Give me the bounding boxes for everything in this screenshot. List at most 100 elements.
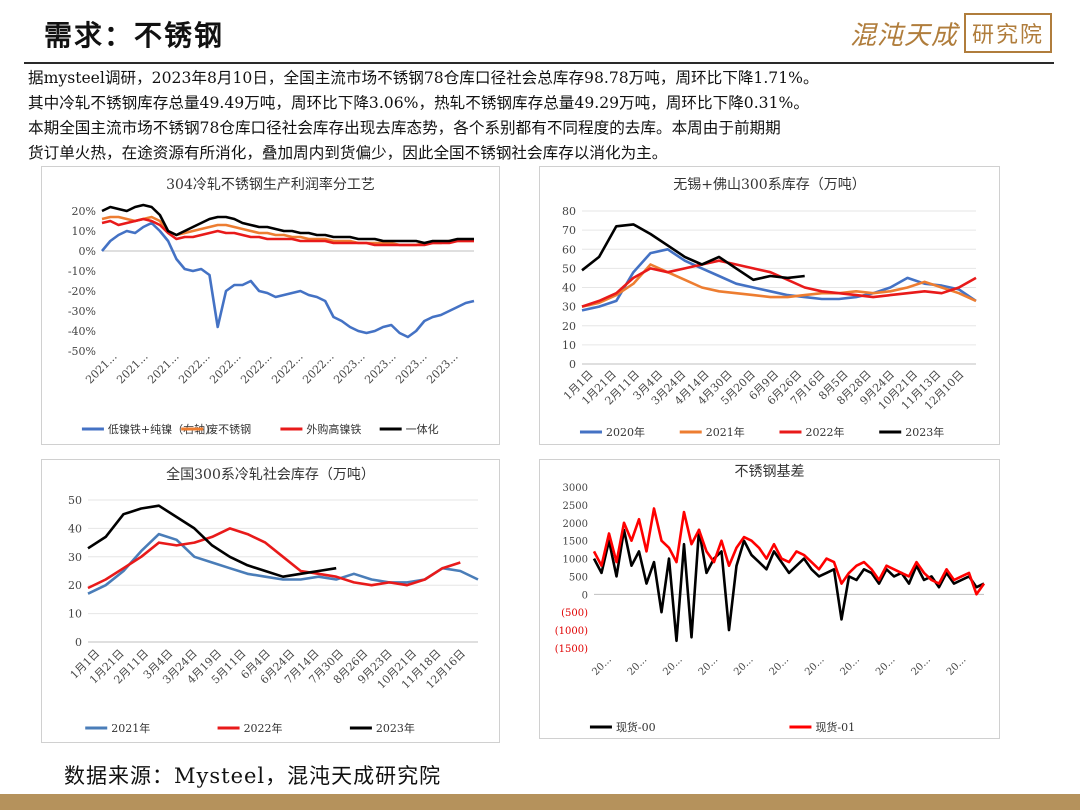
logo-text: 混沌天成 bbox=[849, 20, 958, 51]
x-tick-label: 2023... bbox=[424, 350, 460, 386]
series-line bbox=[592, 528, 985, 643]
x-tick-label: 2023... bbox=[331, 350, 367, 386]
chart-title: 不锈钢基差 bbox=[735, 463, 805, 480]
legend-label: 2022年 bbox=[244, 721, 283, 735]
x-tick-label: 20... bbox=[768, 654, 792, 678]
x-tick-label: 20... bbox=[803, 654, 827, 678]
y-tick-label: 20% bbox=[72, 205, 96, 218]
y-tick-label: 70 bbox=[562, 224, 576, 237]
x-tick-label: 20... bbox=[732, 654, 756, 678]
footer-bar bbox=[0, 794, 1080, 810]
y-tick-label: 20 bbox=[68, 579, 82, 592]
series-line bbox=[87, 532, 479, 595]
y-tick-label: -50% bbox=[68, 345, 96, 358]
wuxi-foshan-inventory-chart: 无锡+佛山300系库存（万吨）807060504030201001月1日1月21… bbox=[561, 177, 977, 439]
y-tick-label: 3000 bbox=[563, 483, 588, 494]
series-line bbox=[581, 248, 977, 312]
y-tick-label: 0 bbox=[582, 590, 588, 601]
series-line bbox=[581, 223, 805, 282]
legend-label: 2021年 bbox=[706, 425, 745, 439]
series-line bbox=[592, 507, 986, 596]
x-tick-label: 20... bbox=[909, 654, 933, 678]
y-tick-label: 20 bbox=[562, 320, 576, 333]
chart-panel-national-cold: 全国300系冷轧社会库存（万吨） 50 40 30 20 10 0 1月1日 1月21日 2月11… bbox=[41, 459, 500, 743]
y-tick-label: 0% bbox=[79, 245, 96, 258]
y-tick-label: 10 bbox=[562, 339, 576, 352]
y-tick-label: (1500) bbox=[555, 644, 588, 655]
y-tick-label: 60 bbox=[562, 243, 576, 256]
summary-line: 据mysteel调研，2023年8月10日，全国主流市场不锈钢78仓库口径社会总… bbox=[28, 69, 819, 87]
y-tick-label: 2500 bbox=[563, 501, 588, 512]
y-tick-label: 10 bbox=[68, 608, 82, 621]
legend-label: 2020年 bbox=[606, 425, 645, 439]
x-tick-label: 2022... bbox=[176, 350, 212, 386]
summary-line: 其中冷轧不锈钢库存总量49.49万吨，周环比下降3.06%，热轧不锈钢库存总量4… bbox=[28, 94, 809, 112]
x-tick-label: 20... bbox=[945, 654, 969, 678]
brand-logo: 混沌天成 研究院 bbox=[850, 12, 1052, 54]
x-tick-label: 2021... bbox=[114, 350, 150, 386]
series-line bbox=[101, 217, 474, 247]
y-tick-label: 10% bbox=[72, 225, 96, 238]
y-tick-label: 2000 bbox=[563, 519, 588, 530]
y-tick-label: (1000) bbox=[555, 626, 588, 637]
x-tick-label: 2022... bbox=[207, 350, 243, 386]
series-line bbox=[87, 504, 337, 578]
legend-label: 一体化 bbox=[406, 422, 439, 436]
legend-label: 现货-00 bbox=[616, 720, 656, 734]
chart-panel-basis: 不锈钢基差 3000 2500 2000 1500 1000 500 0 (500) (1000)… bbox=[539, 459, 1000, 739]
x-tick-label: 2023... bbox=[393, 350, 429, 386]
x-tick-label: 20... bbox=[626, 654, 650, 678]
series-line bbox=[101, 203, 474, 245]
legend-label: 2023年 bbox=[905, 425, 944, 439]
x-tick-label: 2022... bbox=[269, 350, 305, 386]
y-tick-label: 80 bbox=[562, 205, 576, 218]
page-title: 需求：不锈钢 bbox=[44, 19, 225, 52]
chart-title: 304冷轧不锈钢生产利润率分工艺 bbox=[166, 176, 375, 193]
y-tick-label: 30 bbox=[68, 551, 82, 564]
chart-panel-profit: 304冷轧不锈钢生产利润率分工艺 20% 10% 0% -10% -20% -30% -40%… bbox=[41, 166, 500, 445]
y-tick-label: 0 bbox=[569, 358, 576, 371]
x-tick-label: 20... bbox=[661, 654, 685, 678]
header: 需求：不锈钢 混沌天成 研究院 bbox=[0, 0, 1080, 66]
title-divider bbox=[24, 62, 1054, 64]
legend-label: 低镍铁+纯镍（右轴） bbox=[108, 422, 216, 436]
legend-label: 2023年 bbox=[376, 721, 415, 735]
y-tick-label: 40 bbox=[562, 282, 576, 295]
chart-title: 无锡+佛山300系库存（万吨） bbox=[673, 177, 865, 193]
y-tick-label: -10% bbox=[68, 265, 96, 278]
logo-seal: 研究院 bbox=[963, 13, 1052, 53]
x-tick-label: 2023... bbox=[362, 350, 398, 386]
y-tick-label: -40% bbox=[68, 325, 96, 338]
x-tick-label: 2022... bbox=[238, 350, 274, 386]
y-tick-label: 1500 bbox=[563, 537, 588, 548]
x-tick-label: 2022... bbox=[300, 350, 336, 386]
summary-line: 货订单火热，在途资源有所消化，叠加周内到货偏少，因此全国不锈钢社会库存以消化为主… bbox=[28, 144, 668, 162]
stainless-basis-chart: 不锈钢基差 3000 2500 2000 1500 1000 500 0 (500) (1000)… bbox=[555, 463, 986, 734]
chart-panel-wuxi-foshan: 无锡+佛山300系库存（万吨） 80 70 60 50 40 30 20 10 0 1月1日 1月21… bbox=[539, 166, 1000, 445]
x-tick-label: 2021... bbox=[145, 350, 181, 386]
summary-paragraph: 据mysteel调研，2023年8月10日，全国主流市场不锈钢78仓库口径社会总… bbox=[28, 66, 1058, 166]
x-tick-label: 20... bbox=[874, 654, 898, 678]
profit-margin-chart: 304冷轧不锈钢生产利润率分工艺 20% 10% 0% -10% -20% -30% -40%… bbox=[68, 176, 475, 436]
y-tick-label: 50 bbox=[562, 262, 576, 275]
y-tick-label: 40 bbox=[68, 522, 82, 535]
chart-title: 全国300系冷轧社会库存（万吨） bbox=[166, 466, 375, 483]
x-tick-label: 20... bbox=[697, 654, 721, 678]
y-tick-label: (500) bbox=[561, 608, 588, 619]
legend-label: 现货-01 bbox=[815, 720, 855, 734]
y-tick-label: -20% bbox=[68, 285, 96, 298]
national-cold-rolled-inventory-chart: 全国300系冷轧社会库存（万吨）504030201001月1日1月21日2月11… bbox=[68, 466, 479, 735]
legend-label: 2021年 bbox=[111, 721, 150, 735]
summary-line: 本期全国主流市场不锈钢78仓库口径社会库存出现去库态势，各个系别都有不同程度的去… bbox=[28, 119, 781, 137]
legend-label: 外购高镍铁 bbox=[306, 422, 361, 436]
data-source: 数据来源：Mysteel，混沌天成研究院 bbox=[64, 764, 442, 788]
series-line bbox=[581, 263, 977, 308]
y-tick-label: 1000 bbox=[563, 555, 588, 566]
series-line bbox=[100, 221, 475, 339]
legend-label: 2022年 bbox=[805, 425, 844, 439]
y-tick-label: 50 bbox=[68, 494, 82, 507]
x-tick-label: 20... bbox=[839, 654, 863, 678]
y-tick-label: 0 bbox=[75, 636, 82, 649]
y-tick-label: 500 bbox=[569, 572, 588, 583]
x-tick-label: 20... bbox=[590, 654, 614, 678]
